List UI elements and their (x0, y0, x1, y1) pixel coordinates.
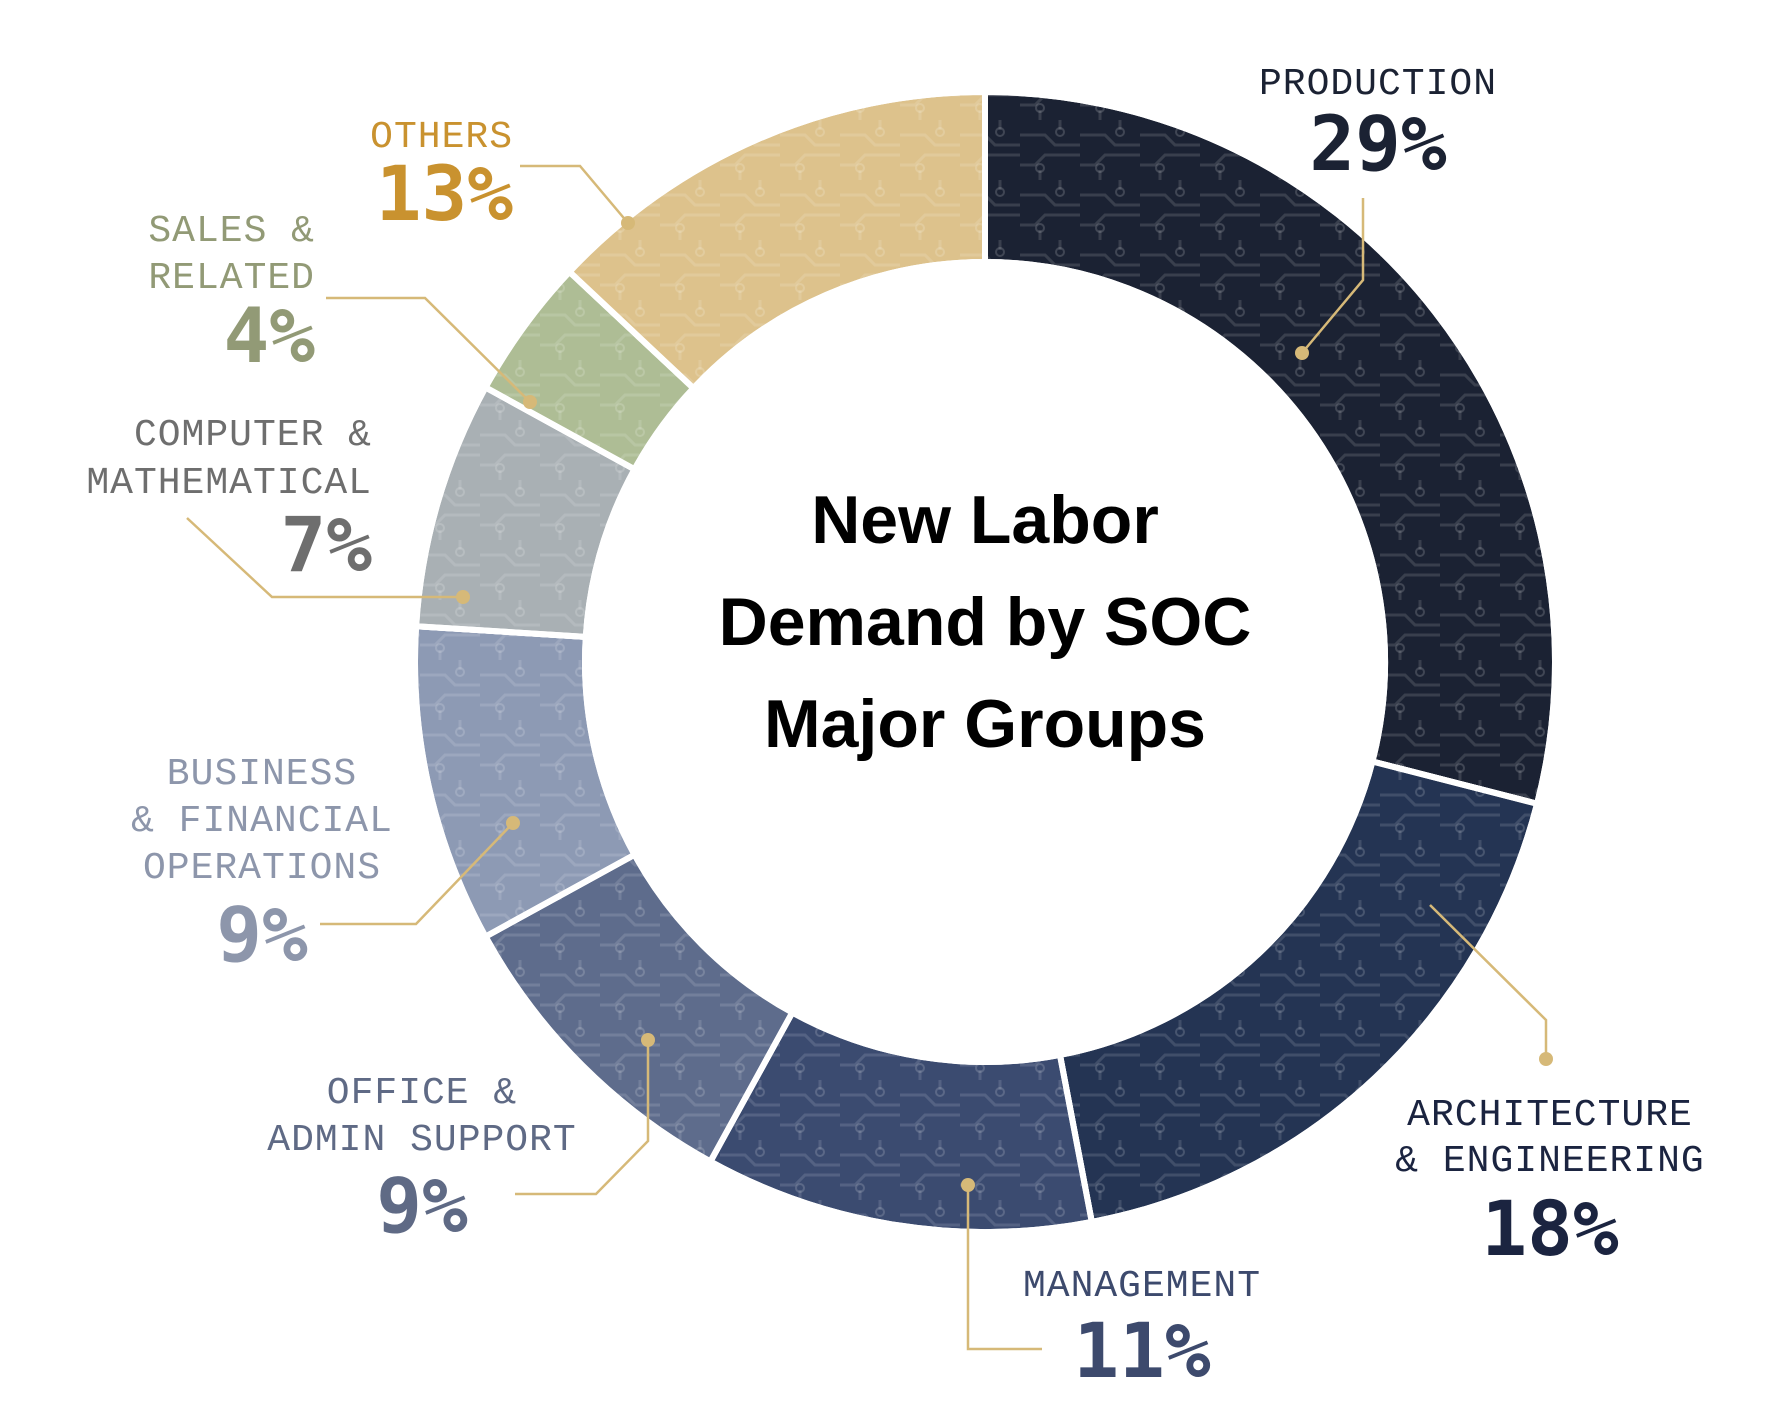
slice-value-7: 13% (376, 149, 514, 238)
leader-line-5 (186, 517, 463, 599)
slice-texture-7 (565, 88, 988, 393)
donut-slices (412, 88, 1558, 1235)
title-line-3: Major Groups (764, 686, 1206, 762)
slice-label-4-line-2: OPERATIONS (143, 847, 381, 890)
leader-dot-5 (456, 590, 470, 604)
slice-value-6: 4% (223, 291, 315, 380)
leader-line-4 (320, 822, 514, 926)
slice-label-0-line-0: PRODUCTION (1259, 63, 1497, 106)
slice-label-3-line-0: OFFICE & (327, 1072, 517, 1115)
slice-label-6-line-0: SALES & (148, 210, 315, 253)
slice-label-4-line-1: & FINANCIAL (131, 800, 393, 843)
leader-dot-6 (523, 395, 537, 409)
slice-label-1-line-0: ARCHITECTURE (1407, 1094, 1693, 1137)
leader-dot-1 (1539, 1052, 1553, 1066)
slice-label-3-line-1: ADMIN SUPPORT (267, 1119, 576, 1162)
leader-line-3 (515, 1040, 650, 1196)
slice-texture-0 (982, 88, 1558, 808)
slice-texture-1 (1056, 757, 1541, 1226)
title-line-2: Demand by SOC (719, 584, 1252, 660)
slice-label-5-line-0: COMPUTER & (134, 414, 372, 457)
slice-label-1-line-1: & ENGINEERING (1395, 1140, 1704, 1183)
slice-label-2-line-0: MANAGEMENT (1023, 1265, 1261, 1308)
leader-dot-0 (1295, 346, 1309, 360)
leader-dot-2 (961, 1178, 975, 1192)
leader-line-0 (1301, 198, 1365, 354)
leader-dot-3 (641, 1033, 655, 1047)
slice-value-3: 9% (376, 1161, 468, 1250)
slice-label-6-line-1: RELATED (148, 257, 315, 300)
slice-value-5: 7% (280, 500, 372, 589)
leader-dot-4 (506, 816, 520, 830)
title-line-1: New Labor (811, 482, 1159, 558)
slice-label-5-line-1: MATHEMATICAL (86, 462, 372, 505)
leader-line-7 (520, 164, 629, 224)
leader-line-6 (326, 296, 531, 403)
chart-title: New Labor Demand by SOC Major Groups (719, 482, 1252, 762)
leader-dot-7 (621, 216, 635, 230)
slice-value-1: 18% (1481, 1184, 1619, 1273)
slice-value-0: 29% (1309, 99, 1447, 188)
slice-value-4: 9% (216, 890, 308, 979)
slice-label-4-line-0: BUSINESS (167, 753, 357, 796)
leader-line-2 (966, 1185, 1042, 1351)
slice-value-2: 11% (1073, 1306, 1211, 1395)
leader-line-1 (1429, 904, 1548, 1059)
slice-label-7-line-0: OTHERS (370, 116, 513, 159)
leader-lines (186, 164, 1553, 1351)
